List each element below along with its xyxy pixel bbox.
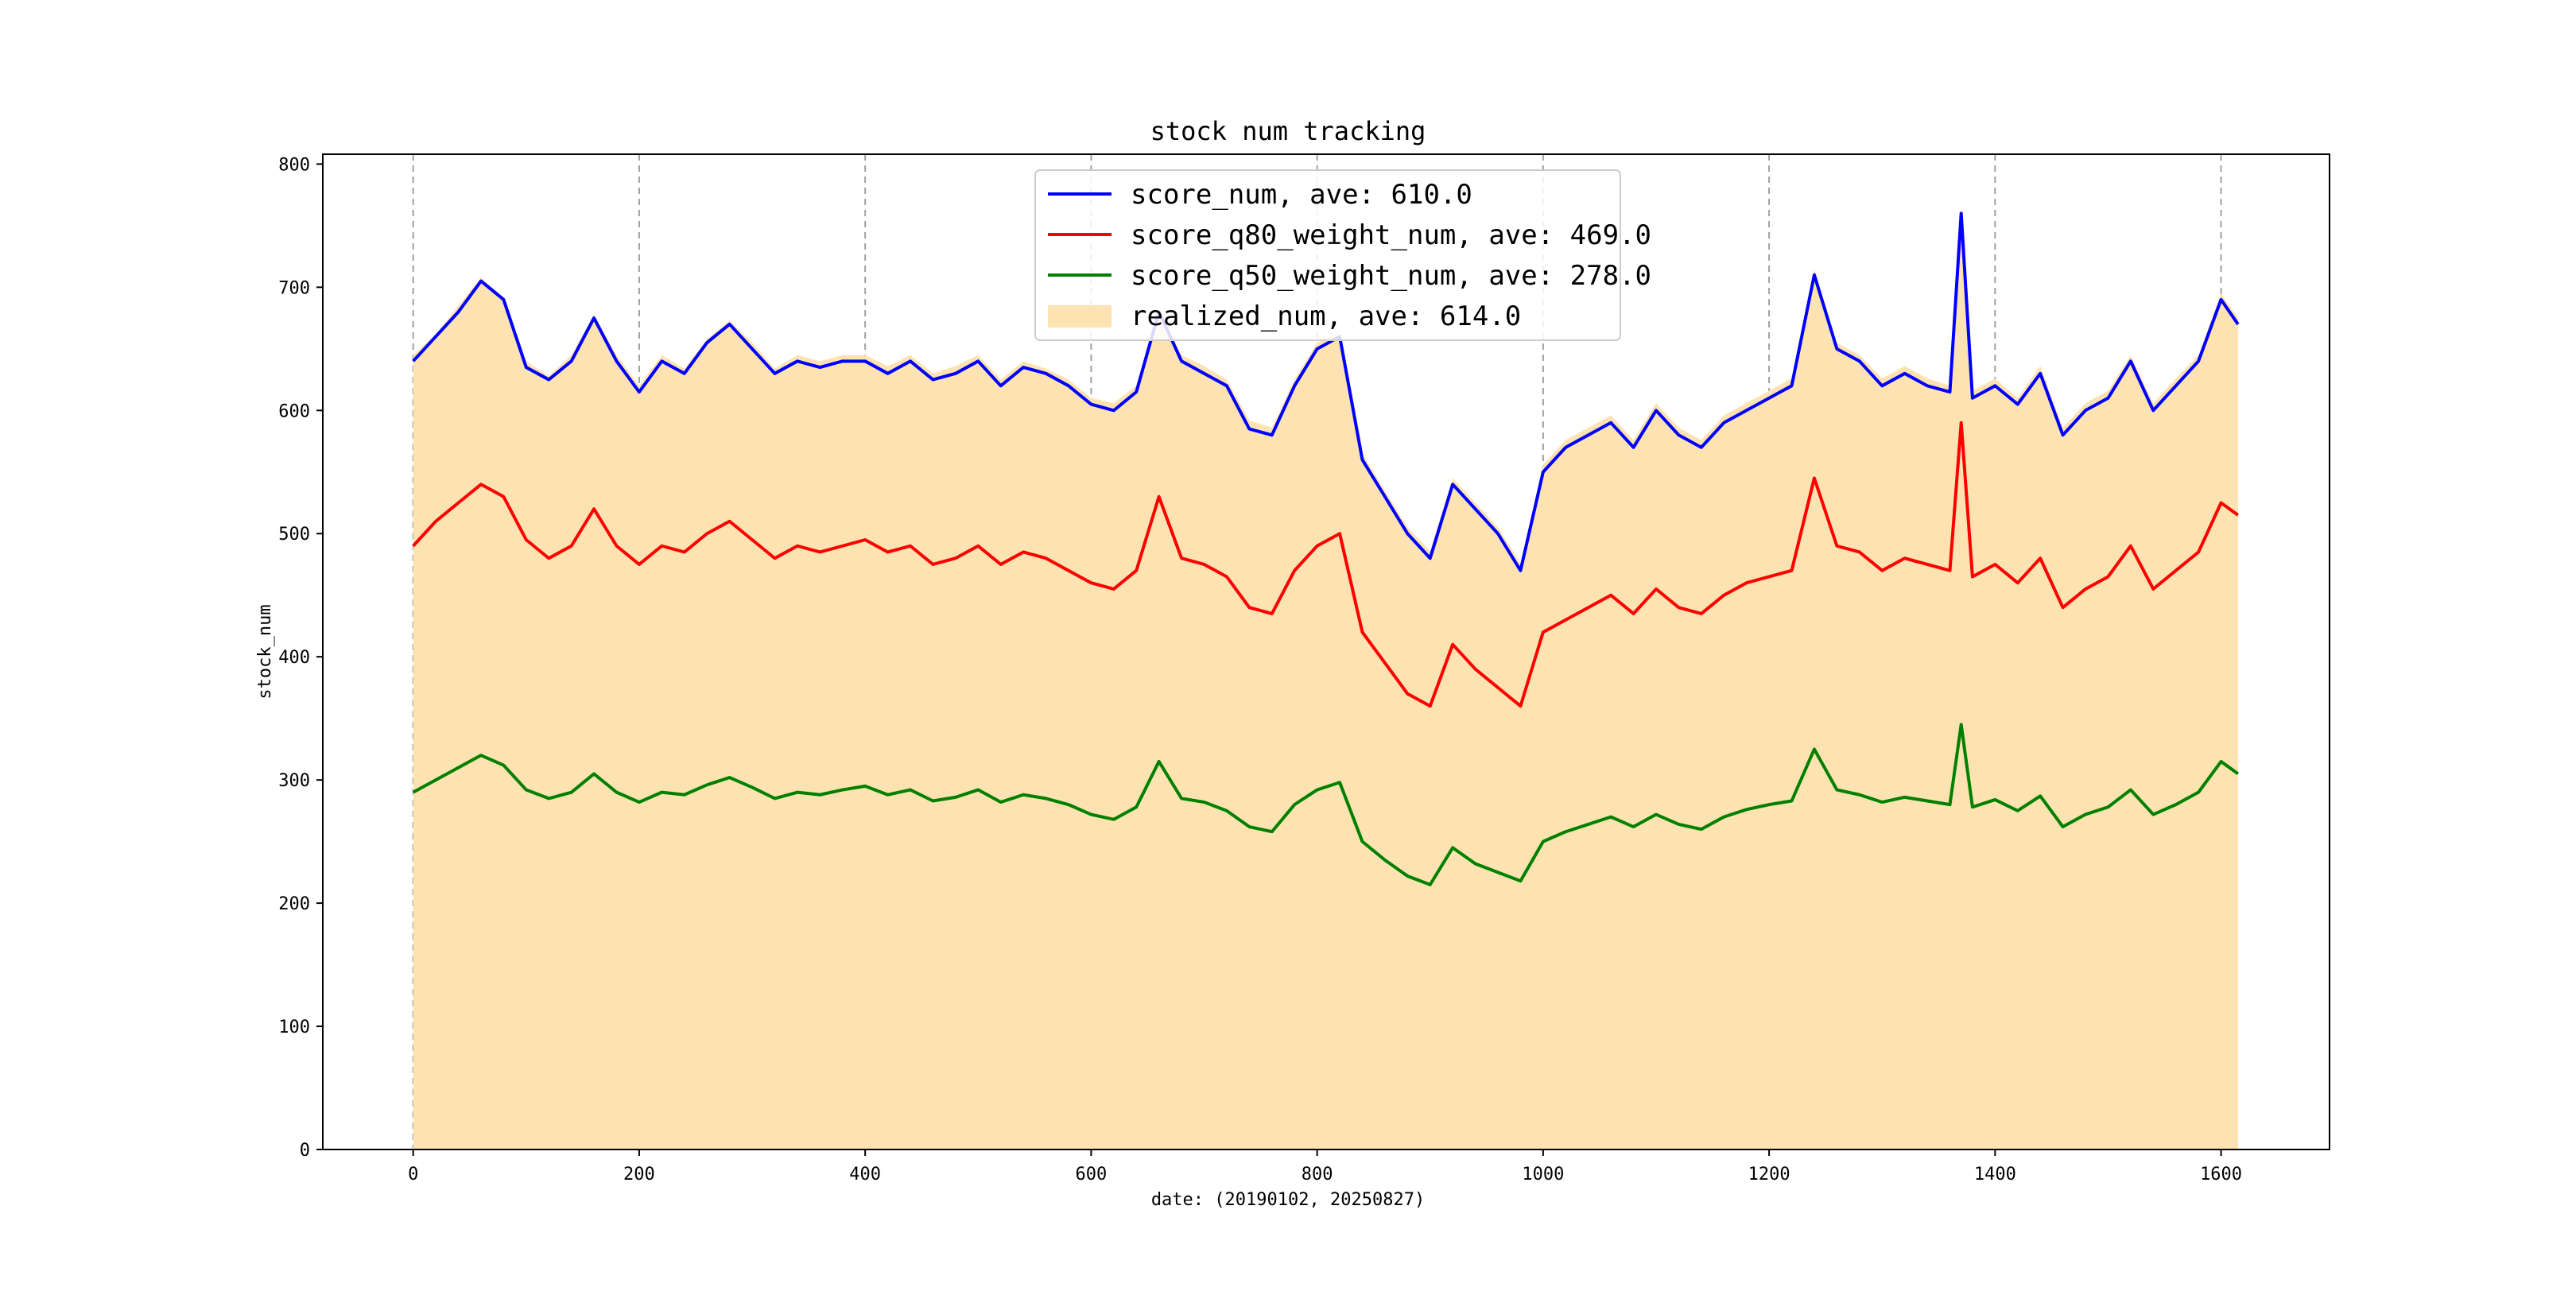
y-tick-label-0: 0 (300, 1141, 310, 1161)
x-tick-label-2: 400 (849, 1165, 881, 1184)
legend: score_num, ave: 610.0 score_q80_weight_nu… (1034, 169, 1651, 341)
series-layer (412, 207, 2240, 1150)
plot-frame (322, 153, 2330, 1150)
x-tick-label-4: 800 (1302, 1165, 1333, 1184)
x-tick-label-7: 1400 (1974, 1165, 2016, 1184)
legend-box (1034, 169, 1621, 341)
y-tick-label-6: 600 (278, 401, 310, 421)
y-tick-label-5: 500 (278, 525, 310, 545)
series-area-realized-num (413, 207, 2238, 1150)
y-tick-label-3: 300 (278, 771, 310, 791)
legend-swatch-3 (1048, 305, 1111, 328)
legend-entry-1: score_q80_weight_num, ave: 469.0 (1131, 219, 1651, 251)
legend-entry-0: score_num, ave: 610.0 (1131, 179, 1472, 211)
x-tick-label-1: 200 (623, 1165, 655, 1184)
x-axis: 0 200 400 600 800 1000 1200 1400 1600 (408, 1149, 2242, 1184)
x-tick-label-3: 600 (1076, 1165, 1108, 1184)
y-tick-label-4: 400 (278, 648, 310, 668)
y-axis-label: stock_num (255, 604, 275, 699)
x-tick-label-6: 1200 (1748, 1165, 1790, 1184)
x-tick-label-0: 0 (408, 1165, 418, 1184)
legend-entry-3: realized_num, ave: 614.0 (1131, 300, 1521, 332)
y-tick-label-8: 800 (278, 155, 310, 175)
legend-entry-2: score_q50_weight_num, ave: 278.0 (1131, 260, 1651, 292)
series-line-score-q50-weight-num (412, 723, 2240, 886)
x-axis-label: date: (20190102, 20250827) (1151, 1190, 1425, 1210)
series-line-score-q80-weight-num (412, 421, 2240, 708)
y-tick-label-2: 200 (278, 894, 310, 914)
x-tick-label-8: 1600 (2200, 1165, 2242, 1184)
chart-title: stock num tracking (1150, 116, 1426, 146)
y-tick-label-1: 100 (278, 1018, 310, 1037)
y-axis: 0 100 200 300 400 500 600 700 800 (278, 155, 323, 1161)
x-tick-label-5: 1000 (1522, 1165, 1564, 1184)
y-tick-label-7: 700 (278, 278, 310, 298)
